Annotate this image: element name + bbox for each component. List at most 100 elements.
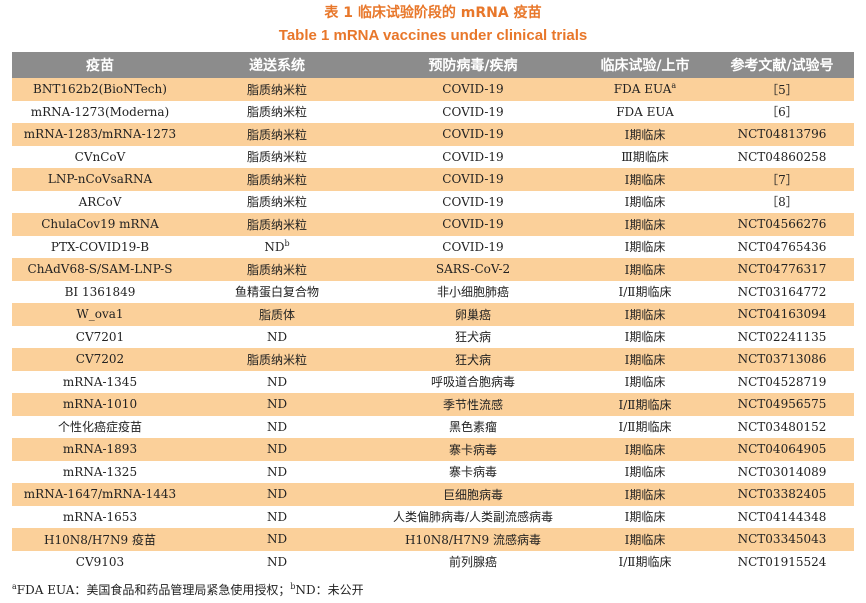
cell-delivery: ND	[188, 505, 366, 528]
cell-stage-text: Ⅰ期临床	[624, 375, 666, 390]
cell-reference-text: NCT04776317	[737, 262, 827, 277]
cell-vaccine: BI 1361849	[12, 280, 188, 303]
table-row: mRNA-1273(Moderna) 脂质纳米粒 COVID-19 FDA EUA ［6…	[12, 100, 854, 123]
cell-stage: Ⅰ/Ⅱ期临床	[580, 393, 710, 416]
cell-reference-text: NCT02241135	[737, 329, 827, 344]
cell-stage: Ⅰ期临床	[580, 123, 710, 146]
cell-reference-text: NCT04860258	[737, 149, 827, 164]
cell-reference-text: NCT04956575	[737, 397, 827, 412]
cell-reference-text: ［5］	[766, 82, 798, 97]
cell-vaccine: CVnCoV	[12, 145, 188, 168]
cell-vaccine: LNP-nCoVsaRNA	[12, 168, 188, 191]
cell-reference: NCT04566276	[710, 213, 854, 236]
cell-disease: 季节性流感	[366, 393, 580, 416]
cell-delivery: ND	[188, 550, 366, 573]
cell-delivery: 脂质纳米粒	[188, 78, 366, 101]
cell-vaccine-text: mRNA-1647/mRNA-1443	[23, 487, 177, 502]
cell-reference: NCT04813796	[710, 123, 854, 146]
cell-disease-text: COVID-19	[442, 104, 504, 119]
cell-vaccine-text: mRNA-1893	[62, 442, 138, 457]
cell-stage-text: Ⅰ/Ⅱ期临床	[618, 397, 672, 412]
cell-delivery-text: ND	[266, 554, 288, 569]
cell-delivery: 鱼精蛋白复合物	[188, 280, 366, 303]
header-disease: 预防病毒/疾病	[366, 52, 580, 78]
cell-stage-text: Ⅰ期临床	[624, 510, 666, 525]
cell-vaccine: CV7202	[12, 348, 188, 371]
cell-stage-text: Ⅰ期临床	[624, 127, 666, 142]
cell-delivery-text: ND	[266, 442, 288, 457]
header-delivery: 递送系统	[188, 52, 366, 78]
cell-delivery: ND	[188, 415, 366, 438]
cell-stage: Ⅰ/Ⅱ期临床	[580, 415, 710, 438]
cell-delivery-text: 脂质体	[258, 307, 295, 322]
cell-reference-text: ［8］	[766, 195, 798, 210]
cell-delivery-text: ND	[266, 374, 288, 389]
cell-delivery-text: ND	[266, 329, 288, 344]
cell-delivery-text: ND	[266, 419, 288, 434]
cell-delivery-text: ND	[266, 487, 288, 502]
cell-vaccine-text: mRNA-1345	[62, 374, 138, 389]
cell-delivery-text: 脂质纳米粒	[246, 127, 307, 142]
cell-reference-text: NCT04528719	[737, 374, 827, 389]
footnote: aFDA EUA：美国食品和药品管理局紧急使用授权；bND：未公开	[12, 581, 364, 598]
cell-disease-text: COVID-19	[442, 172, 504, 187]
cell-delivery-text: ND	[266, 397, 288, 412]
cell-delivery: ND	[188, 370, 366, 393]
table-row: CV7202 脂质纳米粒 狂犬病 Ⅰ期临床 NCT03713086	[12, 348, 854, 371]
cell-disease: 前列腺癌	[366, 550, 580, 573]
cell-disease-text: 寨卡病毒	[448, 442, 497, 457]
cell-stage: Ⅰ期临床	[580, 235, 710, 258]
cell-disease: 狂犬病	[366, 348, 580, 371]
cell-vaccine-text: H10N8/H7N9 疫苗	[44, 532, 156, 547]
table-row: CVnCoV 脂质纳米粒 COVID-19 Ⅲ期临床 NCT04860258	[12, 145, 854, 168]
cell-stage-text: Ⅰ期临床	[624, 532, 666, 547]
table-row: ARCoV 脂质纳米粒 COVID-19 Ⅰ期临床 ［8］	[12, 190, 854, 213]
table-row: ChAdV68-S/SAM-LNP-S 脂质纳米粒 SARS-CoV-2 Ⅰ期临床 NC…	[12, 258, 854, 281]
cell-disease: 呼吸道合胞病毒	[366, 370, 580, 393]
cell-stage-text: Ⅰ/Ⅱ期临床	[618, 420, 672, 435]
cell-vaccine-text: mRNA-1325	[62, 464, 138, 479]
cell-disease-text: 前列腺癌	[448, 555, 497, 570]
cell-vaccine: mRNA-1283/mRNA-1273	[12, 123, 188, 146]
cell-disease: COVID-19	[366, 213, 580, 236]
cell-vaccine: H10N8/H7N9 疫苗	[12, 528, 188, 551]
cell-stage: Ⅲ期临床	[580, 145, 710, 168]
cell-reference-text: NCT03345043	[737, 532, 827, 547]
cell-vaccine-text: W_ova1	[76, 307, 124, 322]
table-header-row: 疫苗 递送系统 预防病毒/疾病 临床试验/上市 参考文献/试验号	[12, 52, 854, 78]
footnote-b-text: ND：未公开	[295, 583, 364, 597]
cell-disease-text: COVID-19	[442, 149, 504, 164]
table-row: BI 1361849 鱼精蛋白复合物 非小细胞肺癌 Ⅰ/Ⅱ期临床 NCT03164772	[12, 280, 854, 303]
cell-vaccine: mRNA-1273(Moderna)	[12, 100, 188, 123]
cell-delivery-text: ND	[266, 532, 288, 547]
cell-stage-text: Ⅰ期临床	[624, 195, 666, 210]
cell-reference-text: NCT03713086	[737, 352, 827, 367]
cell-disease: COVID-19	[366, 100, 580, 123]
cell-reference-text: NCT03480152	[737, 419, 827, 434]
cell-vaccine-text: mRNA-1010	[62, 397, 138, 412]
cell-delivery: ND	[188, 438, 366, 461]
cell-stage: Ⅰ期临床	[580, 168, 710, 191]
table-body: BNT162b2(BioNTech) 脂质纳米粒 COVID-19 FDA EUAa ［…	[12, 78, 854, 573]
cell-reference-text: ［6］	[766, 105, 798, 120]
table-row: mRNA-1345 ND 呼吸道合胞病毒 Ⅰ期临床 NCT04528719	[12, 370, 854, 393]
cell-stage: Ⅰ/Ⅱ期临床	[580, 550, 710, 573]
cell-disease: 卵巢癌	[366, 303, 580, 326]
cell-disease: H10N8/H7N9 流感病毒	[366, 528, 580, 551]
cell-vaccine-text: mRNA-1283/mRNA-1273	[23, 127, 177, 142]
cell-stage: Ⅰ期临床	[580, 303, 710, 326]
cell-reference: NCT02241135	[710, 325, 854, 348]
cell-vaccine-text: BNT162b2(BioNTech)	[33, 82, 167, 97]
cell-disease: COVID-19	[366, 190, 580, 213]
cell-vaccine: 个性化癌症疫苗	[12, 415, 188, 438]
cell-vaccine: W_ova1	[12, 303, 188, 326]
cell-stage-text: FDA EUA	[613, 82, 672, 97]
cell-disease-text: 人类偏肺病毒/人类副流感病毒	[392, 510, 554, 525]
cell-reference: ［6］	[710, 100, 854, 123]
cell-reference: NCT03480152	[710, 415, 854, 438]
cell-vaccine: mRNA-1653	[12, 505, 188, 528]
cell-stage-text: Ⅲ期临床	[621, 150, 669, 165]
table-row: CV7201 ND 狂犬病 Ⅰ期临床 NCT02241135	[12, 325, 854, 348]
cell-delivery: 脂质纳米粒	[188, 145, 366, 168]
cell-reference: ［7］	[710, 168, 854, 191]
